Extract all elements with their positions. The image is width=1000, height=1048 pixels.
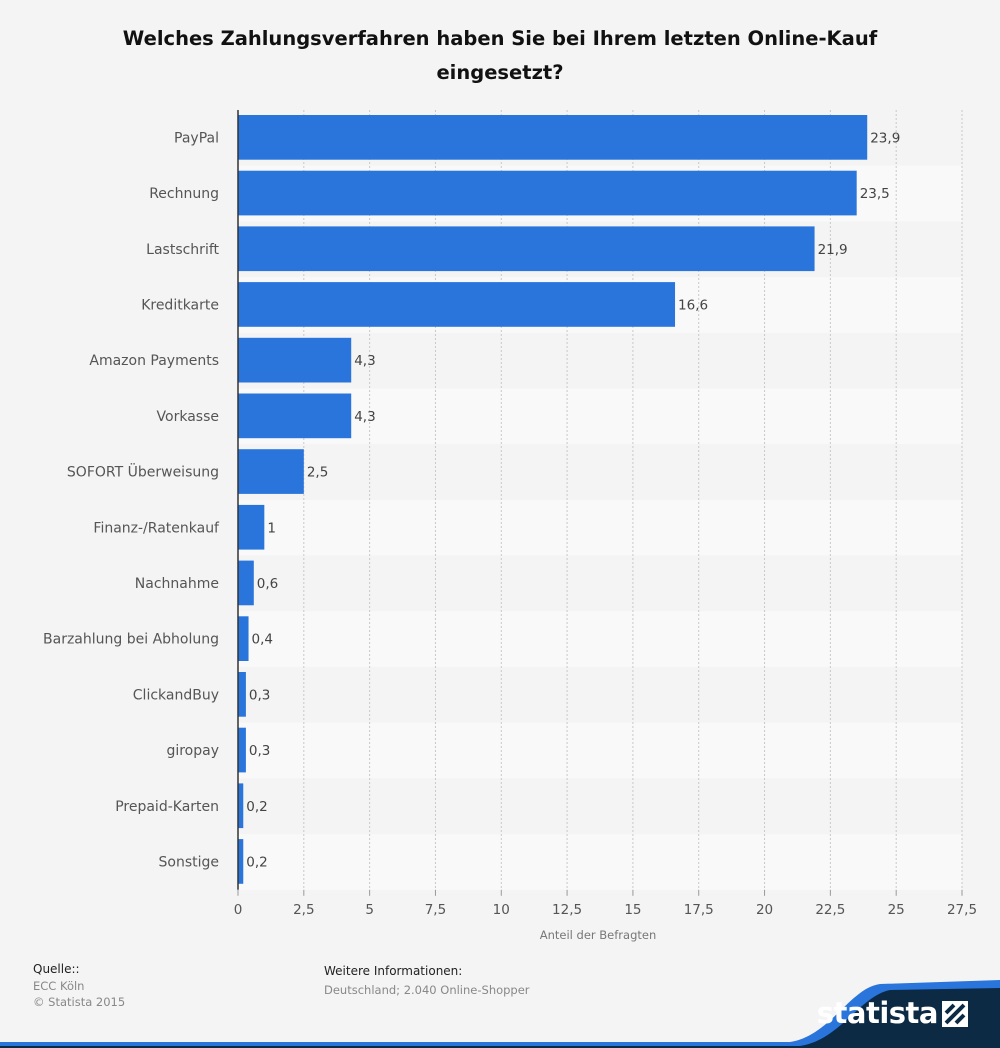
- category-label: Lastschrift: [146, 242, 219, 258]
- value-label: 23,9: [870, 130, 900, 146]
- category-label: ClickandBuy: [133, 687, 219, 703]
- row-band: [238, 611, 962, 667]
- chart-title: Welches Zahlungsverfahren haben Sie bei …: [122, 27, 878, 84]
- value-label: 21,9: [818, 242, 848, 258]
- bar: [238, 393, 352, 439]
- brand-banner: [0, 980, 1000, 1048]
- row-band: [238, 444, 962, 500]
- category-label: Finanz-/Ratenkauf: [93, 520, 220, 536]
- category-label: SOFORT Überweisung: [67, 463, 219, 481]
- category-label: Nachnahme: [135, 576, 219, 592]
- row-band: [238, 388, 962, 445]
- row-band: [238, 555, 962, 612]
- x-tick-label: 20: [756, 902, 773, 918]
- bar-chart: PayPal Rechnung Lastschrift Kreditkarte Amaz…: [43, 110, 977, 942]
- bar: [238, 170, 857, 216]
- bars: [238, 115, 868, 884]
- value-label: 0,6: [257, 576, 278, 592]
- source-line-1: ECC Köln: [33, 979, 85, 993]
- source-line-2: © Statista 2015: [33, 995, 126, 1009]
- row-band: [238, 667, 962, 723]
- statista-logo-icon: [942, 1001, 968, 1027]
- bar: [238, 282, 676, 327]
- bar: [238, 727, 246, 773]
- category-label: Prepaid-Karten: [115, 799, 219, 815]
- x-tick-label: 10: [493, 902, 510, 918]
- x-tick-label: 17,5: [684, 902, 714, 918]
- value-label: 1: [267, 520, 276, 536]
- category-label: Barzahlung bei Abholung: [43, 632, 219, 648]
- x-tick-label: 7,5: [425, 902, 446, 918]
- category-label: Vorkasse: [157, 409, 219, 425]
- value-label: 16,6: [678, 297, 708, 313]
- statista-logo-text: statista: [816, 996, 939, 1030]
- row-band: [238, 499, 962, 556]
- row-band: [238, 722, 962, 779]
- category-label: Kreditkarte: [141, 297, 219, 313]
- category-label: Sonstige: [159, 854, 220, 870]
- x-tick-label: 12,5: [552, 902, 582, 918]
- value-label: 0,3: [249, 743, 270, 759]
- x-tick-label: 27,5: [947, 902, 977, 918]
- info-text: Deutschland; 2.040 Online-Shopper: [324, 983, 530, 997]
- value-labels: 23,9 23,5 21,9 16,6 4,3 4,3 2,5 1 0,6 0,4 0,3 0,3 0,…: [246, 130, 900, 870]
- x-tick-label: 5: [365, 902, 374, 918]
- category-labels: PayPal Rechnung Lastschrift Kreditkarte Amaz…: [43, 130, 220, 870]
- brand-main-swoosh: [0, 988, 1000, 1048]
- x-tick-label: 0: [234, 902, 243, 918]
- bar: [238, 839, 244, 884]
- source-heading: Quelle::: [33, 962, 80, 976]
- x-tick-label: 15: [624, 902, 641, 918]
- value-label: 2,5: [307, 465, 328, 481]
- value-label: 23,5: [860, 186, 890, 202]
- x-tick-label: 2,5: [293, 902, 314, 918]
- category-label: giropay: [166, 743, 219, 759]
- x-axis-ticks: 0 2,5 5 7,5 10 12,5 15 17,5 20 22,5 25 27,5: [234, 889, 977, 918]
- category-label: Amazon Payments: [89, 353, 219, 369]
- x-tick-label: 22,5: [815, 902, 845, 918]
- row-band: [238, 778, 962, 835]
- row-band: [238, 332, 962, 389]
- value-label: 0,2: [246, 854, 267, 870]
- bar: [238, 226, 815, 272]
- bar: [238, 783, 244, 829]
- bar: [238, 504, 265, 550]
- bar: [238, 337, 352, 383]
- value-label: 0,2: [246, 799, 267, 815]
- value-label: 0,4: [252, 632, 273, 648]
- bar: [238, 560, 254, 606]
- row-band: [238, 834, 962, 890]
- value-label: 4,3: [354, 409, 375, 425]
- x-tick-label: 25: [888, 902, 905, 918]
- bar: [238, 616, 249, 661]
- bar: [238, 672, 246, 717]
- value-label: 4,3: [354, 353, 375, 369]
- category-label: Rechnung: [149, 186, 219, 202]
- category-label: PayPal: [174, 130, 219, 146]
- bar: [238, 115, 868, 160]
- x-axis-title: Anteil der Befragten: [540, 928, 657, 942]
- bar: [238, 449, 304, 494]
- info-heading: Weitere Informationen:: [324, 964, 463, 978]
- value-label: 0,3: [249, 687, 270, 703]
